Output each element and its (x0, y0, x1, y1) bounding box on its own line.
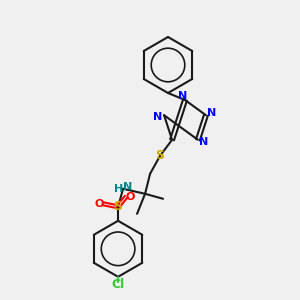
Text: Cl: Cl (111, 278, 125, 291)
Text: O: O (125, 192, 135, 202)
Text: N: N (154, 112, 163, 122)
Text: S: S (114, 200, 123, 213)
Text: N: N (123, 182, 133, 192)
Text: O: O (94, 199, 104, 209)
Text: N: N (199, 137, 208, 147)
Text: N: N (178, 91, 188, 101)
Text: S: S (156, 149, 165, 162)
Text: H: H (114, 184, 124, 194)
Text: N: N (207, 108, 217, 118)
